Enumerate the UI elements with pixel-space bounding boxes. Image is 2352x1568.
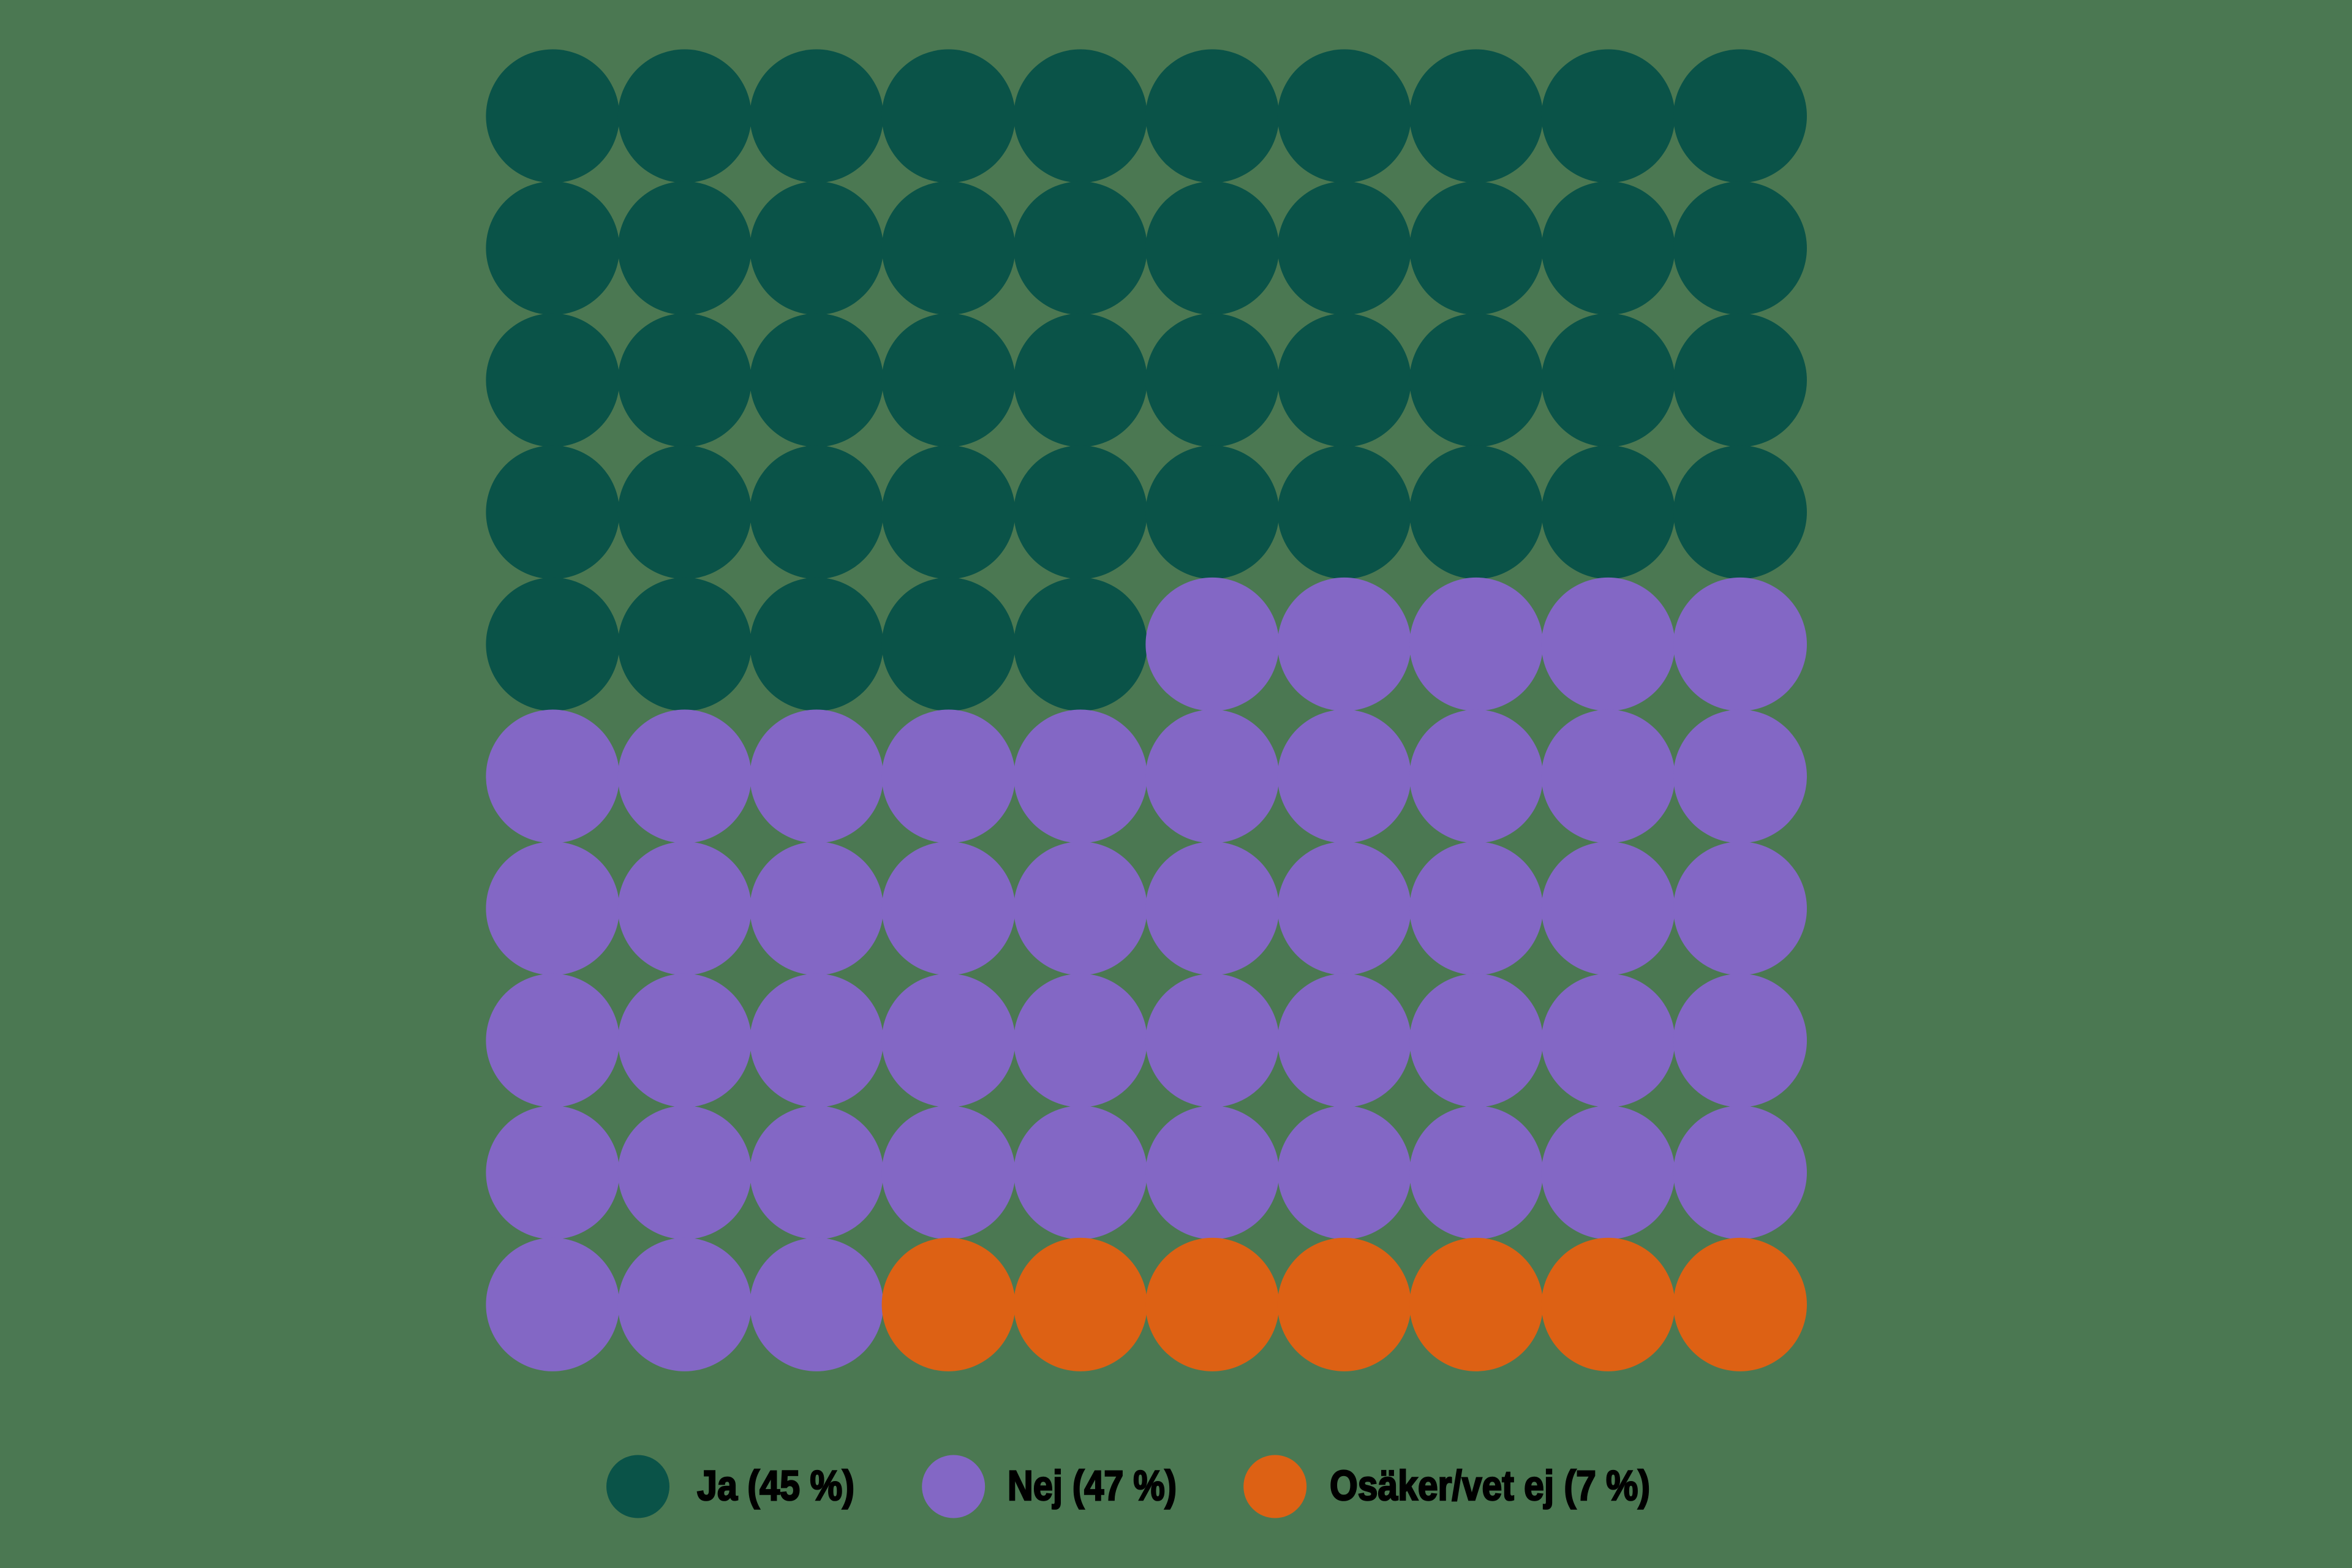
svg-text:Ja (45 %): Ja (45 %): [697, 1462, 854, 1509]
svg-text:Nej (47 %): Nej (47 %): [1008, 1462, 1177, 1509]
svg-text:Osäker/vet ej (7 %): Osäker/vet ej (7 %): [1330, 1462, 1650, 1509]
